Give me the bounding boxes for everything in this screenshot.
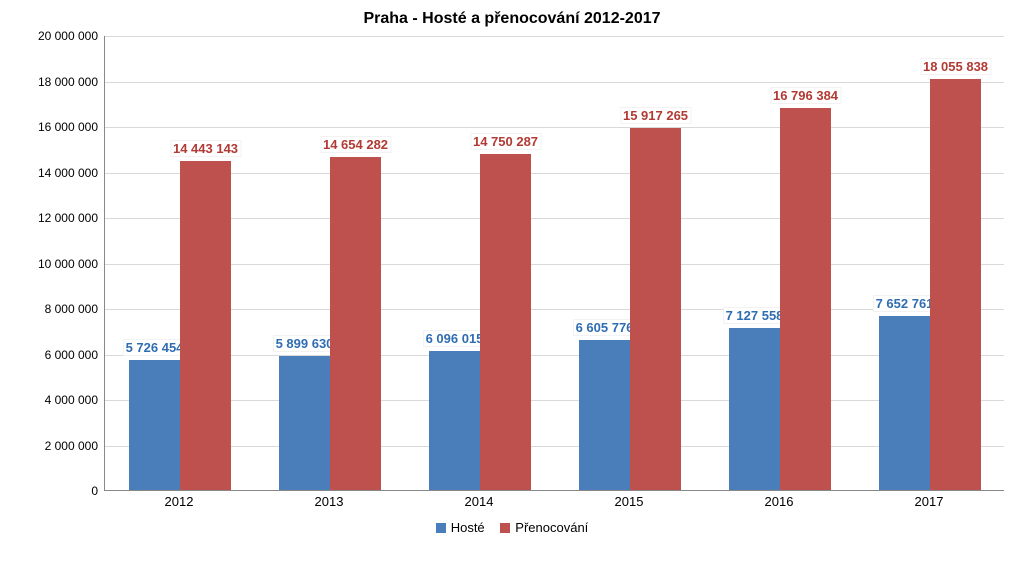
bar-value-label: 7 652 761 [873, 295, 937, 312]
bar-hosté [129, 360, 180, 490]
bar-přenocování [480, 154, 531, 490]
bar-hosté [729, 328, 780, 490]
y-tick-label: 8 000 000 [45, 302, 98, 316]
bar-přenocování [780, 108, 831, 490]
grid-line [105, 355, 1004, 356]
bar-value-label: 14 443 143 [170, 140, 241, 157]
legend-item-hoste: Hosté [436, 520, 485, 535]
bar-value-label: 6 605 776 [573, 319, 637, 336]
grid-line [105, 400, 1004, 401]
y-tick-label: 0 [91, 484, 98, 498]
legend-label-hoste: Hosté [451, 520, 485, 535]
bar-přenocování [930, 79, 981, 490]
grid-line [105, 173, 1004, 174]
grid-line [105, 446, 1004, 447]
bar-hosté [279, 356, 330, 490]
plot-area: 5 726 454 14 443 143 5 899 630 14 654 282 6 … [104, 36, 1004, 491]
bar-přenocování [630, 128, 681, 490]
bar-value-label: 18 055 838 [920, 58, 991, 75]
y-tick-label: 16 000 000 [38, 120, 98, 134]
grid-line [105, 218, 1004, 219]
x-tick-label: 2012 [165, 494, 194, 509]
grid-line [105, 264, 1004, 265]
y-tick-label: 4 000 000 [45, 393, 98, 407]
y-tick-label: 12 000 000 [38, 211, 98, 225]
y-tick-label: 20 000 000 [38, 29, 98, 43]
grid-line [105, 309, 1004, 310]
y-axis: 02 000 0004 000 0006 000 0008 000 00010 … [24, 36, 104, 491]
bar-value-label: 6 096 015 [423, 330, 487, 347]
bar-value-label: 14 750 287 [470, 133, 541, 150]
bar-value-label: 5 726 454 [123, 339, 187, 356]
grid-line [105, 36, 1004, 37]
y-tick-label: 6 000 000 [45, 348, 98, 362]
y-tick-label: 14 000 000 [38, 166, 98, 180]
bar-hosté [879, 316, 930, 490]
grid-line [105, 127, 1004, 128]
bar-value-label: 15 917 265 [620, 107, 691, 124]
bar-value-label: 16 796 384 [770, 87, 841, 104]
y-tick-label: 10 000 000 [38, 257, 98, 271]
x-tick-label: 2017 [915, 494, 944, 509]
legend-swatch-prenocovani [500, 523, 510, 533]
y-tick-label: 18 000 000 [38, 75, 98, 89]
bar-přenocování [180, 161, 231, 490]
y-tick-label: 2 000 000 [45, 439, 98, 453]
x-tick-label: 2014 [465, 494, 494, 509]
legend-item-prenocovani: Přenocování [500, 520, 588, 535]
bar-value-label: 5 899 630 [273, 335, 337, 352]
grid-line [105, 82, 1004, 83]
bar-value-label: 7 127 558 [723, 307, 787, 324]
legend-label-prenocovani: Přenocování [515, 520, 588, 535]
chart-area: 0 2 000 000 4 000 000 6 000 000 8 000 000 10 … [24, 36, 1004, 516]
legend-swatch-hoste [436, 523, 446, 533]
bar-přenocování [330, 157, 381, 490]
bar-hosté [429, 351, 480, 490]
x-axis: 2012 2013 2014 2015 2016 2017 [104, 494, 1004, 514]
x-tick-label: 2015 [615, 494, 644, 509]
legend: Hosté Přenocování [20, 520, 1004, 536]
x-tick-label: 2013 [315, 494, 344, 509]
x-tick-label: 2016 [765, 494, 794, 509]
chart-title: Praha - Hosté a přenocování 2012-2017 [20, 10, 1004, 28]
bar-hosté [579, 340, 630, 490]
bar-value-label: 14 654 282 [320, 136, 391, 153]
